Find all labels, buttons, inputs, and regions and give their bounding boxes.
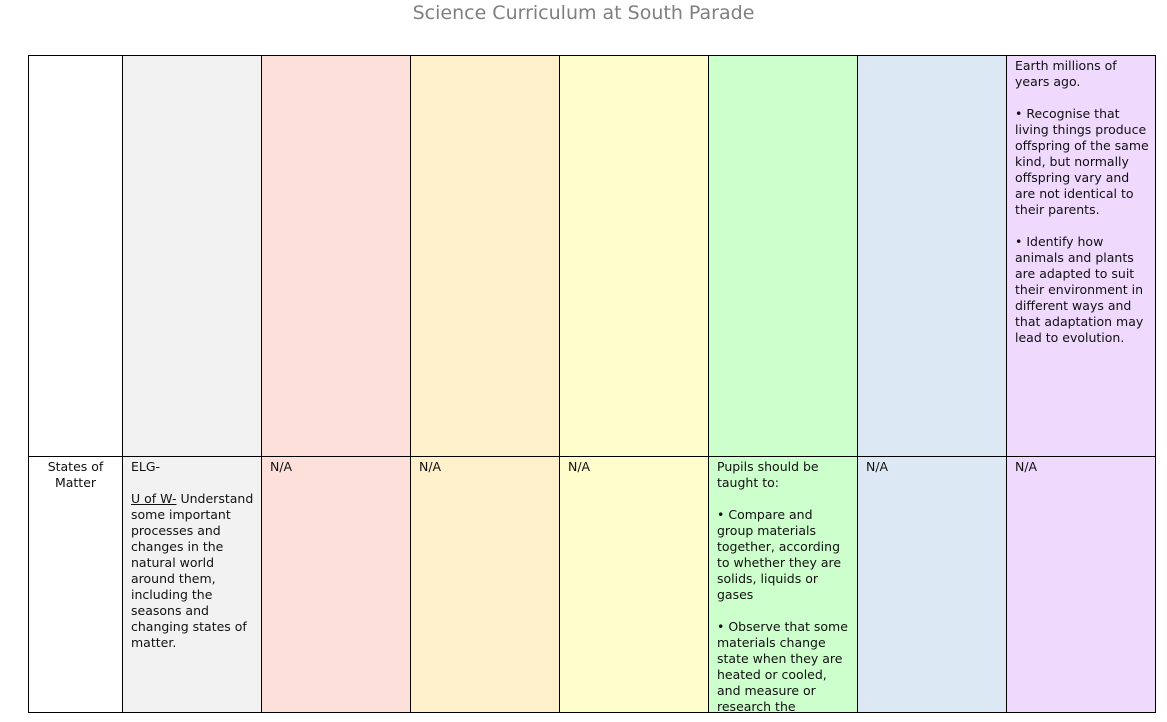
- cell: [708, 55, 858, 457]
- topic: States of Matter: [47, 459, 104, 490]
- cell: Pupils should be taught to: • Compare an…: [708, 456, 858, 713]
- cell: [122, 55, 262, 457]
- text: N/A: [568, 459, 591, 474]
- text: N/A: [419, 459, 442, 474]
- cell: N/A: [261, 456, 411, 713]
- paragraph: Pupils should be taught to:: [717, 459, 819, 490]
- text: N/A: [866, 459, 889, 474]
- cell: [410, 55, 560, 457]
- text: Understand some important processes and …: [131, 491, 254, 650]
- cell: Earth millions of years ago. • Recognise…: [1006, 55, 1156, 457]
- paragraph: • Recognise that living things produce o…: [1015, 106, 1149, 217]
- cell: N/A: [410, 456, 560, 713]
- cell: ELG- U of W- Understand some important p…: [122, 456, 262, 713]
- cell: States of Matter: [28, 456, 123, 713]
- cell: N/A: [1006, 456, 1156, 713]
- paragraph: • Compare and group materials together, …: [717, 507, 842, 602]
- paragraph: • Observe that some materials change sta…: [717, 619, 848, 713]
- cell: N/A: [559, 456, 709, 713]
- paragraph: • Identify how animals and plants are ad…: [1015, 234, 1144, 345]
- cell: [857, 55, 1007, 457]
- text: N/A: [270, 459, 293, 474]
- paragraph: U of W- Understand some important proces…: [131, 491, 255, 651]
- title: Science Curriculum at South Parade: [412, 2, 755, 24]
- text: N/A: [1015, 459, 1038, 474]
- cell: [559, 55, 709, 457]
- cell: [28, 55, 123, 457]
- cell: N/A: [857, 456, 1007, 713]
- cell: [261, 55, 411, 457]
- label: U of W-: [131, 491, 177, 506]
- paragraph: ELG-: [131, 459, 161, 474]
- paragraph: Earth millions of years ago.: [1015, 58, 1117, 89]
